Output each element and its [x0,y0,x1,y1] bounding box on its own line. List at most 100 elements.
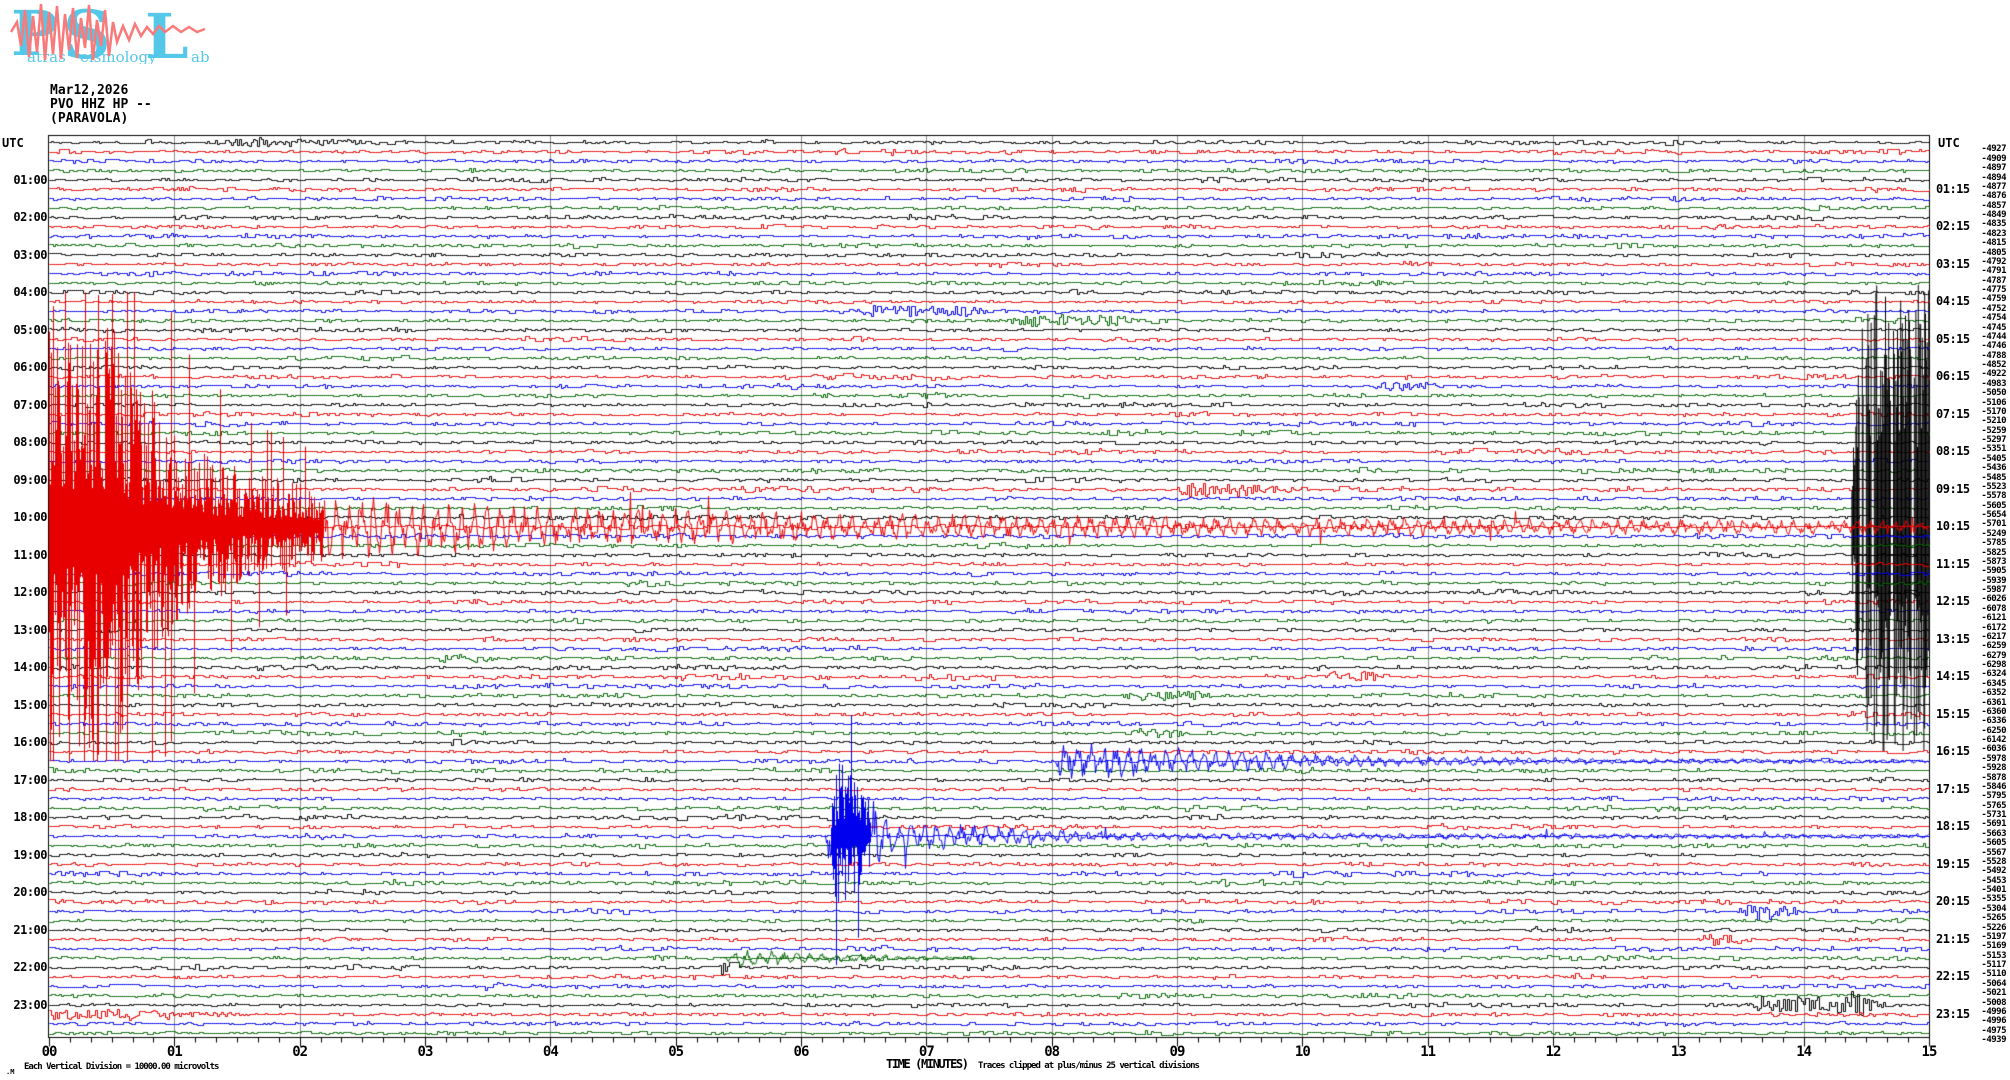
minute-label: 04 [542,1044,559,1060]
offset-value: -5485 [1981,472,2006,483]
minute-label: 05 [668,1044,684,1060]
minute-label: 02 [292,1044,308,1060]
offset-value: -5654 [1981,510,2006,521]
offset-value: -4849 [1981,210,2006,220]
offset-value: -5492 [1981,866,2006,877]
offset-value: -4788 [1981,350,2006,361]
vertical-division-note: Each Vertical Division = 10000.00 microv… [24,1062,219,1072]
minute-label: 08 [1044,1044,1060,1060]
offset-value: -4897 [1981,163,2006,174]
offset-value: -4983 [1981,378,2006,389]
offset-value: -6336 [1981,716,2006,727]
left-time-label: 12:00 [13,585,47,600]
offset-value: -6361 [1981,697,2006,708]
offset-value: -4909 [1981,153,2006,164]
offset-value: -5355 [1981,894,2006,905]
left-time-label: 02:00 [13,210,47,224]
minute-label: 07 [918,1044,935,1060]
offset-value: -4852 [1981,360,2006,371]
right-time-label: 22:15 [1936,969,1970,984]
offset-value: -6036 [1981,744,2006,755]
left-time-label: 08:00 [13,435,47,450]
offset-value: -6352 [1981,688,2006,699]
offset-value: -6259 [1981,641,2006,652]
right-time-label: 01:15 [1936,181,1970,196]
footer-prefix: .M [6,1068,15,1076]
right-time-label: 03:15 [1936,256,1970,271]
offset-value: -5987 [1981,585,2006,596]
offset-value: -6172 [1981,622,2006,633]
right-time-label: 08:15 [1936,444,1970,459]
offset-value: -6279 [1981,650,2006,661]
minute-label: 15 [1921,1044,1938,1060]
minute-label: 06 [793,1044,810,1060]
offset-value: -5249 [1981,528,2006,539]
offset-value: -5064 [1981,978,2006,989]
offset-value: -4877 [1981,181,2006,192]
offset-value: -4823 [1981,228,2006,239]
offset-value: -5578 [1981,491,2006,502]
offset-value: -5110 [1981,969,2006,980]
left-time-label: 19:00 [13,847,47,862]
offset-value: -5106 [1981,397,2006,408]
right-time-label: 06:15 [1936,369,1970,384]
right-time-label: 02:15 [1936,219,1970,234]
left-time-label: 22:00 [13,960,47,975]
offset-value: -5021 [1981,988,2006,999]
offset-value: -5905 [1981,566,2006,577]
left-time-label: 06:00 [13,360,47,375]
offset-value: -5846 [1981,781,2006,792]
offset-value: -4745 [1981,322,2006,333]
utc-label-left: UTC [2,136,24,150]
offset-value: -5197 [1981,931,2006,942]
offset-value: -5405 [1981,453,2006,464]
offset-value: -4876 [1981,191,2006,202]
clipping-note: Traces clipped at plus/minus 25 vertical… [978,1061,1200,1071]
left-time-label: 18:00 [13,810,47,825]
offset-value: -4939 [1981,1035,2006,1046]
offset-value: -4805 [1981,247,2006,258]
right-time-label: 05:15 [1936,331,1970,346]
offset-value: -5453 [1981,875,2006,886]
left-time-label: 03:00 [13,247,47,262]
minute-label: 09 [1169,1044,1186,1060]
right-time-label: 11:15 [1936,556,1970,571]
offset-value: -6345 [1981,678,2006,689]
offset-value: -6121 [1981,613,2006,624]
right-time-label: 20:15 [1936,894,1970,909]
offset-value: -4996 [1981,1016,2006,1027]
offset-value: -6298 [1981,660,2006,671]
offset-value: -5731 [1981,810,2006,821]
offset-value: -6324 [1981,669,2006,680]
minute-label: 00 [41,1044,58,1060]
offset-value: -6360 [1981,706,2006,717]
offset-value: -5401 [1981,885,2006,896]
left-time-label: 23:00 [13,997,47,1012]
offset-value: -5304 [1981,903,2006,914]
offset-value: -4927 [1981,144,2006,155]
offset-value: -5567 [1981,847,2006,858]
offset-value: -5795 [1981,791,2006,802]
offset-value: -5939 [1981,575,2006,586]
right-time-label: 15:15 [1936,706,1970,721]
offset-value: -5785 [1981,538,2006,549]
offset-value: -5153 [1981,950,2006,961]
offset-value: -4835 [1981,219,2006,230]
left-time-label: 17:00 [13,772,47,787]
offset-value: -5170 [1981,406,2006,417]
utc-label-right: UTC [1938,136,1960,150]
minute-label: 11 [1420,1044,1436,1060]
minute-label: 10 [1294,1044,1311,1060]
offset-value: -5265 [1981,913,2006,924]
left-time-label: 10:00 [13,510,47,525]
offset-value: -5528 [1981,856,2006,867]
right-time-label: 18:15 [1936,819,1970,834]
offset-value: -5878 [1981,772,2006,783]
offset-value: -4894 [1981,172,2006,183]
left-time-label: 01:00 [13,172,47,187]
offset-value: -5523 [1981,481,2006,492]
offset-value: -5873 [1981,556,2006,567]
offset-value: -6142 [1981,735,2006,746]
offset-value: -5210 [1981,416,2006,427]
time-axis-title: TIME (MINUTES) [886,1057,969,1071]
